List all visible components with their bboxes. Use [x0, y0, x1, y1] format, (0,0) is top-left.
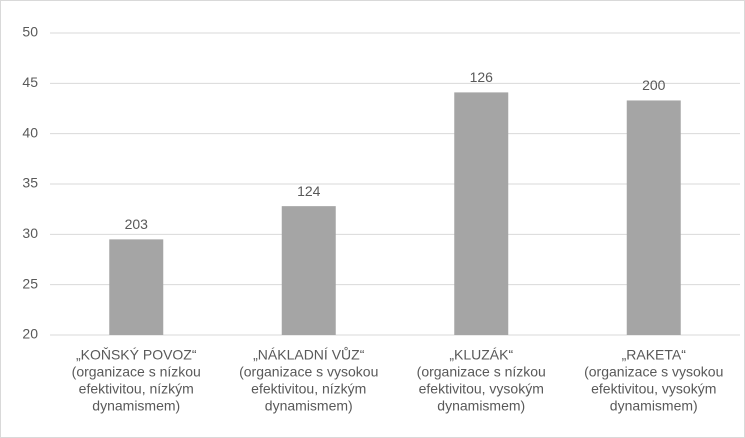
y-tick-label: 40 [22, 124, 38, 140]
bar [109, 239, 164, 335]
y-tick-label: 25 [22, 275, 38, 291]
x-tick-label: dynamismem) [92, 398, 180, 414]
x-tick-label: „NÁKLADNÍ VŮZ“ [253, 346, 365, 363]
x-tick-label: „RAKETA“ [622, 347, 687, 363]
x-tick-label: efektivitou, nízkým [79, 381, 194, 397]
bar-annotation: 124 [297, 183, 321, 199]
x-tick-label: (organizace s nízkou [417, 364, 546, 380]
x-tick-label: efektivitou, vysokým [419, 381, 544, 397]
bar-annotation: 200 [642, 77, 666, 93]
x-tick-label: efektivitou, vysokým [591, 381, 716, 397]
x-tick-label: (organizace s vysokou [239, 364, 378, 380]
bar-annotation: 203 [125, 216, 149, 232]
x-tick-label: „KLUZÁK“ [449, 347, 513, 363]
y-tick-label: 50 [22, 24, 38, 40]
x-tick-label: „KOŇSKÝ POVOZ“ [76, 347, 197, 363]
x-tick-label: dynamismem) [265, 398, 353, 414]
x-tick-label: dynamismem) [437, 398, 525, 414]
y-tick-label: 20 [22, 326, 38, 342]
bar [281, 206, 336, 335]
y-tick-label: 45 [22, 74, 38, 90]
bar [626, 100, 681, 336]
y-tick-label: 30 [22, 225, 38, 241]
y-tick-label: 35 [22, 175, 38, 191]
x-tick-label: dynamismem) [610, 398, 698, 414]
x-tick-label: efektivitou, nízkým [251, 381, 366, 397]
bar-annotation: 126 [470, 69, 494, 85]
x-tick-label: (organizace s nízkou [72, 364, 201, 380]
bar [454, 92, 509, 335]
x-tick-label: (organizace s vysokou [584, 364, 723, 380]
